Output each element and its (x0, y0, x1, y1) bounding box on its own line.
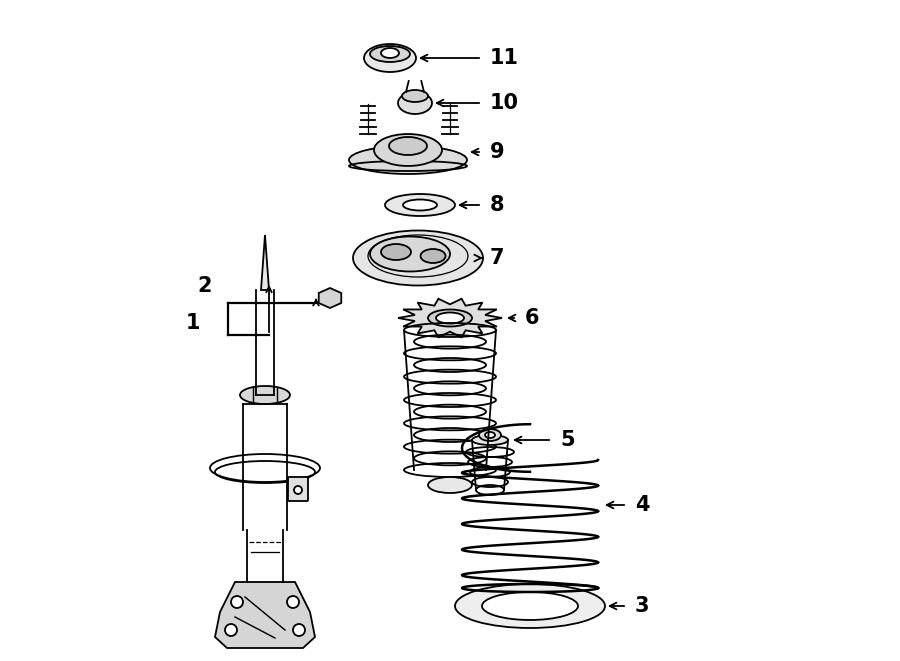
FancyBboxPatch shape (288, 477, 308, 501)
Text: 3: 3 (635, 596, 650, 616)
Ellipse shape (381, 48, 399, 58)
Text: 4: 4 (635, 495, 650, 515)
Ellipse shape (370, 237, 450, 272)
Polygon shape (319, 288, 341, 308)
Ellipse shape (349, 146, 467, 174)
Ellipse shape (389, 137, 427, 155)
Ellipse shape (472, 435, 508, 445)
Ellipse shape (381, 244, 411, 260)
Ellipse shape (398, 92, 432, 114)
Ellipse shape (364, 44, 416, 72)
Text: 11: 11 (490, 48, 519, 68)
Ellipse shape (353, 231, 483, 286)
Text: 2: 2 (197, 276, 212, 296)
Ellipse shape (485, 432, 495, 438)
Circle shape (225, 624, 237, 636)
Polygon shape (215, 582, 315, 648)
Polygon shape (398, 299, 502, 337)
Circle shape (231, 596, 243, 608)
Text: 9: 9 (490, 142, 505, 162)
Ellipse shape (420, 249, 446, 263)
Ellipse shape (482, 592, 578, 620)
Ellipse shape (479, 429, 501, 441)
Ellipse shape (294, 486, 302, 494)
Circle shape (287, 596, 299, 608)
Ellipse shape (374, 134, 442, 166)
Ellipse shape (428, 309, 472, 327)
Text: 10: 10 (490, 93, 519, 113)
Ellipse shape (455, 584, 605, 628)
Text: 6: 6 (525, 308, 539, 328)
Ellipse shape (402, 90, 428, 102)
Text: 8: 8 (490, 195, 505, 215)
Ellipse shape (436, 313, 464, 323)
Polygon shape (261, 235, 269, 290)
Text: 1: 1 (185, 313, 200, 333)
Ellipse shape (428, 477, 472, 493)
Text: 5: 5 (560, 430, 574, 450)
Ellipse shape (385, 194, 455, 216)
Circle shape (293, 624, 305, 636)
Text: 7: 7 (490, 248, 505, 268)
Ellipse shape (370, 46, 410, 62)
Ellipse shape (403, 200, 437, 210)
Ellipse shape (240, 386, 290, 404)
